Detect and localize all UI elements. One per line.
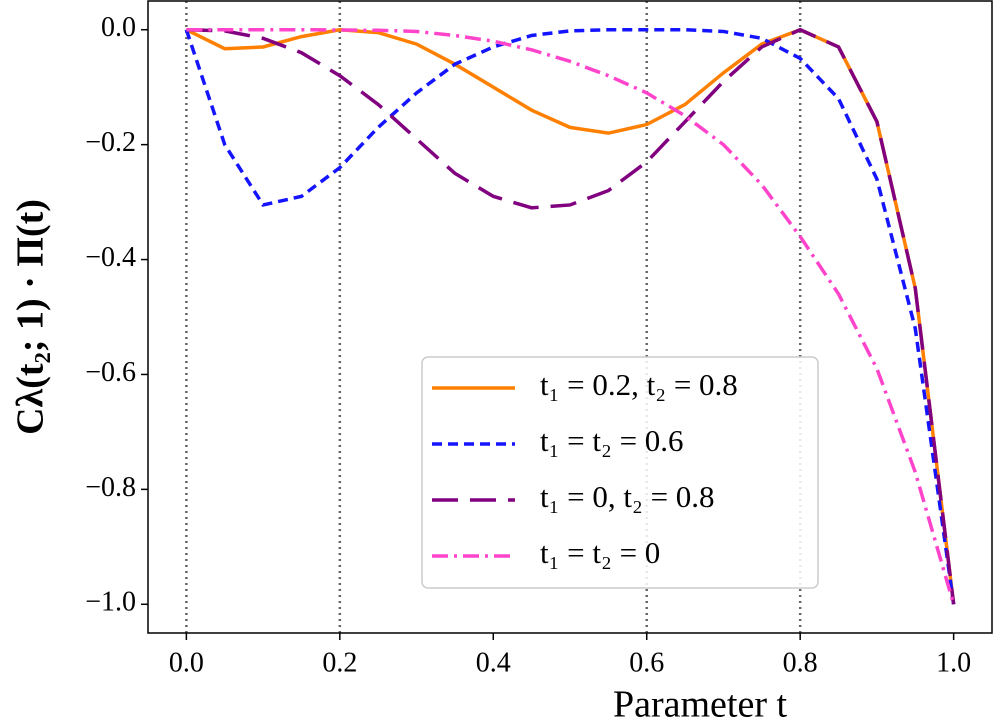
x-tick-label: 0.2: [322, 647, 357, 678]
legend-label: t₁ = 0.2, t₂ = 0.8: [540, 367, 738, 402]
y-axis-label: Cλ(t₂; 1) · Π(t): [10, 199, 52, 435]
series-line: [184, 27, 956, 605]
x-tick-label: 0.6: [629, 647, 664, 678]
series-line: [186, 27, 956, 605]
y-tick-label: −0.6: [85, 357, 136, 388]
x-axis-label: Parameter t: [613, 684, 788, 726]
x-tick-label: 0.8: [783, 647, 818, 678]
series-line: [186, 27, 956, 605]
plot-frame: [147, 0, 993, 634]
y-tick-label: 0.0: [101, 12, 136, 43]
series-line: [185, 27, 956, 605]
y-tick-label: −0.2: [85, 127, 136, 158]
legend-label: t₁ = 0, t₂ = 0.8: [540, 479, 715, 514]
legend-label: t₁ = t₂ = 0: [540, 535, 660, 570]
x-tick-label: 0.4: [476, 647, 511, 678]
y-tick-label: −0.8: [85, 472, 136, 503]
y-tick-label: −1.0: [85, 587, 136, 618]
y-tick-label: −0.4: [85, 242, 136, 273]
x-tick-label: 0.0: [169, 647, 204, 678]
x-tick-label: 1.0: [936, 647, 971, 678]
legend-label: t₁ = t₂ = 0.6: [540, 423, 684, 458]
legend-box: [421, 356, 819, 589]
